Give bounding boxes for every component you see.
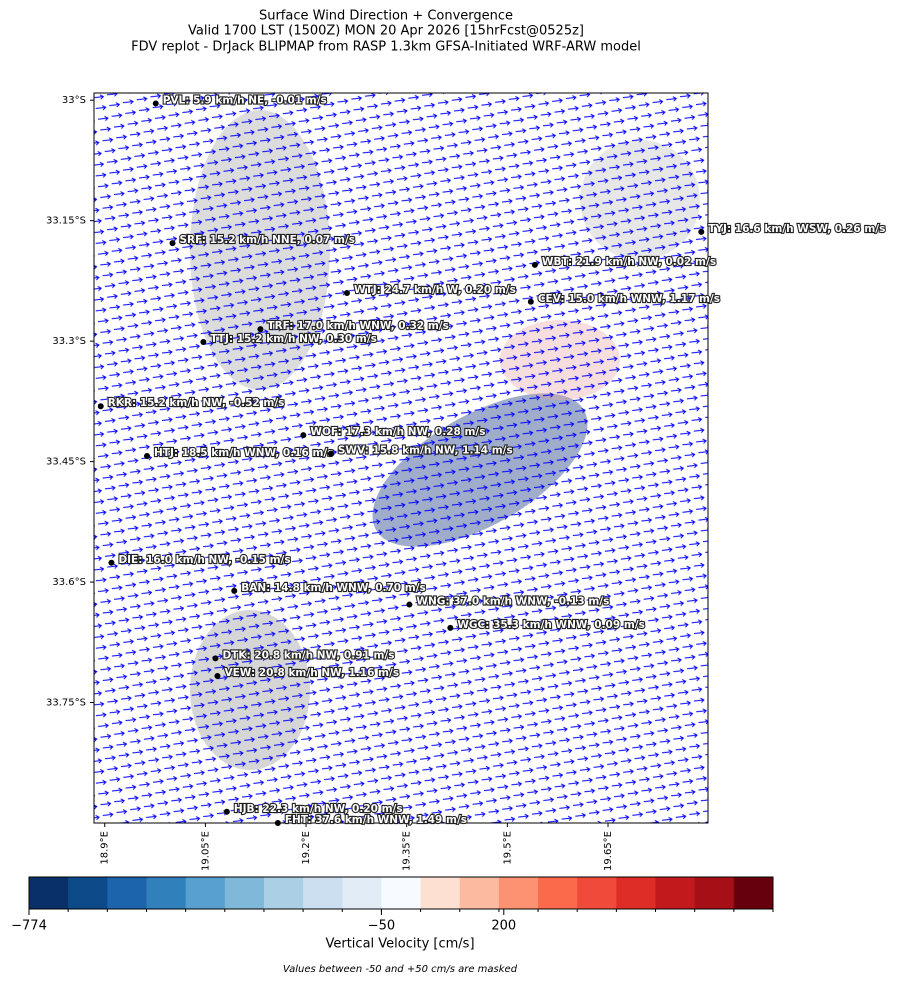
- station-dot: [200, 338, 207, 345]
- colorbar-swatch: [694, 877, 735, 909]
- station-dot: [300, 432, 307, 439]
- station-dot: [214, 673, 221, 680]
- station-label: WBT: 21.9 km/h NW, 0.02 m/s: [542, 256, 716, 268]
- station-dot: [327, 450, 334, 457]
- y-tick-label: 33.3°S: [52, 336, 86, 347]
- colorbar-swatch: [381, 877, 422, 909]
- x-tick-label: 18.9°E: [100, 831, 111, 865]
- station-label: BAN: 14.8 km/h WNW, 0.70 m/s: [241, 582, 426, 594]
- colorbar-swatch: [29, 877, 69, 909]
- colorbar-swatch: [459, 877, 500, 909]
- y-tick-label: 33.6°S: [52, 577, 86, 588]
- station-dot: [144, 452, 151, 459]
- station-dot: [231, 587, 238, 594]
- colorbar-swatch: [498, 877, 539, 909]
- colorbar-swatch: [420, 877, 461, 909]
- station-label: TRF: 17.0 km/h WNW, 0.32 m/s: [267, 320, 448, 332]
- colorbar-swatch: [146, 877, 187, 909]
- x-tick-label: 19.65°E: [603, 831, 614, 871]
- x-tick-label: 19.35°E: [402, 831, 413, 871]
- colorbar-frame: [28, 876, 774, 910]
- station-label: HTJ: 18.5 km/h WNW, 0.16 m/s: [154, 447, 334, 459]
- station-dot: [212, 655, 219, 662]
- station-label: RKR: 15.2 km/h NW, -0.52 m/s: [108, 397, 285, 409]
- y-tick-label: 33.15°S: [46, 216, 86, 227]
- colorbar-tick-label: −774: [11, 919, 47, 934]
- station-dot: [274, 820, 281, 826]
- x-tick-label: 19.05°E: [200, 831, 211, 871]
- x-tick-label: 19.5°E: [502, 831, 513, 865]
- station-dot: [406, 601, 413, 608]
- station-label: SRF: 15.2 km/h NNE, 0.07 m/s: [180, 234, 356, 246]
- chart-title: Valid 1700 LST (1500Z) MON 20 Apr 2026 […: [188, 24, 584, 39]
- x-tick-label: 19.2°E: [301, 831, 312, 865]
- colorbar-tick-label: 200: [491, 919, 516, 934]
- station-dot: [343, 289, 350, 296]
- station-label: SWV: 15.8 km/h NW, 1.14 m/s: [338, 445, 513, 457]
- station-dot: [447, 624, 454, 631]
- colorbar-tick-label: −50: [368, 919, 395, 934]
- colorbar-swatch: [733, 877, 774, 909]
- colorbar-label: Vertical Velocity [cm/s]: [325, 937, 474, 952]
- colorbar-swatch: [107, 877, 147, 909]
- colorbar-swatch: [538, 877, 578, 909]
- colorbar-note: Values between -50 and +50 cm/s are mask…: [283, 964, 518, 975]
- station-label: WNG: 37.0 km/h WNW, -0.13 m/s: [416, 596, 609, 608]
- station-label: WTJ: 24.7 km/h W, 0.20 m/s: [354, 284, 516, 296]
- y-tick-label: 33.75°S: [46, 698, 86, 709]
- colorbar-swatch: [616, 877, 657, 909]
- map-field: [93, 92, 709, 824]
- chart-title: FDV replot - DrJack BLIPMAP from RASP 1.…: [131, 40, 641, 55]
- colorbar-swatch: [655, 877, 696, 909]
- colorbar-swatch: [577, 877, 617, 909]
- station-label: DTK: 20.8 km/h NW, 0.91 m/s: [222, 649, 394, 661]
- colorbar-swatch: [185, 877, 226, 909]
- station-label: WOF: 17.3 km/h NW, 0.28 m/s: [310, 426, 485, 438]
- station-dot: [257, 326, 264, 333]
- station-label: VEW: 20.8 km/h NW, 1.16 m/s: [224, 667, 399, 679]
- station-label: TTJ: 15.2 km/h NW, 0.30 m/s: [210, 333, 377, 345]
- station-label: WGC: 35.3 km/h WNW, 0.09 m/s: [457, 619, 645, 631]
- station-label: TYJ: 16.6 km/h WSW, 0.26 m/s: [708, 223, 885, 235]
- station-dot: [531, 261, 538, 268]
- station-dot: [223, 808, 230, 815]
- y-tick-label: 33°S: [62, 95, 86, 106]
- station-dot: [108, 559, 115, 566]
- y-tick-label: 33.45°S: [46, 457, 86, 468]
- colorbar-swatch: [68, 877, 108, 909]
- station-dot: [698, 228, 705, 235]
- station-dot: [152, 100, 159, 107]
- colorbar-swatch: [224, 877, 265, 909]
- station-dot: [527, 298, 534, 305]
- station-dot: [169, 240, 176, 247]
- station-label: HJB: 22.3 km/h NW, 0.20 m/s: [234, 803, 403, 815]
- chart-title: Surface Wind Direction + Convergence: [259, 9, 513, 24]
- colorbar-swatch: [342, 877, 382, 909]
- colorbar-swatch: [263, 877, 304, 909]
- station-label: DIE: 16.0 km/h NW, -0.15 m/s: [118, 554, 290, 566]
- station-label: CEV: 15.0 km/h WNW, 1.17 m/s: [538, 293, 720, 305]
- station-label: FHT: 37.6 km/h WNW, 1.49 m/s: [285, 814, 467, 826]
- station-label: PVL: 5.9 km/h NE, -0.01 m/s: [163, 94, 327, 106]
- colorbar-swatch: [303, 877, 343, 909]
- station-dot: [97, 403, 104, 410]
